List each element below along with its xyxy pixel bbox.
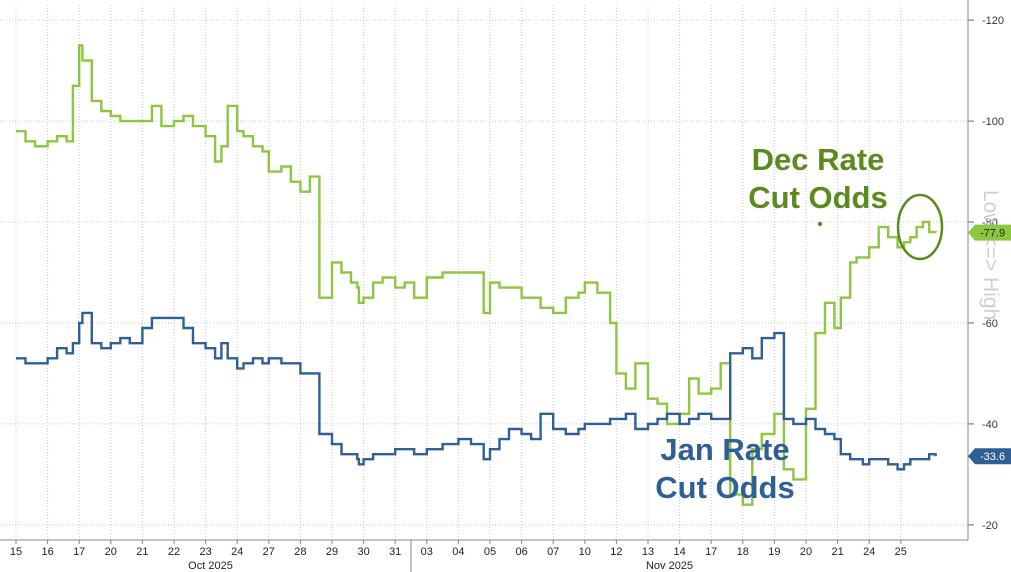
x-tick-label: 20: [800, 546, 812, 558]
x-tick-label: 29: [326, 546, 338, 558]
badge-background: [968, 224, 1011, 241]
y-axis-label: Low <=> High: [979, 190, 1002, 320]
jan-annotation-line: Cut Odds: [655, 470, 795, 505]
x-month-label: Nov 2025: [646, 560, 693, 572]
x-tick-label: 24: [231, 546, 243, 558]
x-tick-label: 27: [263, 546, 275, 558]
x-tick-label: 30: [357, 546, 369, 558]
x-tick-label: 24: [863, 546, 875, 558]
x-tick-label: 31: [389, 546, 401, 558]
x-tick-label: 06: [515, 546, 527, 558]
badge-label: -33.6: [980, 451, 1005, 463]
x-tick-label: 17: [73, 546, 85, 558]
y-tick-label: -40: [982, 419, 998, 431]
badge-background: [968, 448, 1011, 465]
x-tick-label: 04: [452, 546, 464, 558]
x-tick-label: 19: [768, 546, 780, 558]
x-tick-label: 05: [484, 546, 496, 558]
x-tick-label: 15: [10, 546, 22, 558]
x-tick-label: 18: [737, 546, 749, 558]
x-tick-label: 21: [831, 546, 843, 558]
x-tick-label: 03: [421, 546, 433, 558]
dec-series-line: [16, 44, 937, 506]
y-tick-label: -20: [982, 520, 998, 532]
x-tick-label: 07: [547, 546, 559, 558]
x-tick-label: 14: [673, 546, 685, 558]
dec-annotation-line: Dec Rate: [752, 142, 885, 177]
x-tick-label: 13: [642, 546, 654, 558]
y-tick-label: -100: [982, 116, 1004, 128]
x-tick-label: 12: [610, 546, 622, 558]
jan-series-line: [16, 311, 937, 471]
y-tick-label: -60: [982, 318, 998, 330]
x-tick-label: 23: [199, 546, 211, 558]
highlight-ellipse: [896, 193, 944, 261]
jan-last-value-badge: -33.6: [968, 448, 1011, 465]
badge-label: -77.9: [980, 228, 1005, 240]
x-tick-label: 28: [294, 546, 306, 558]
dec-last-value-badge: -77.9: [968, 224, 1011, 241]
annotation-dot: [817, 221, 823, 227]
x-month-label: Oct 2025: [188, 560, 233, 572]
x-tick-label: 16: [41, 546, 53, 558]
dec-annotation-line: Cut Odds: [748, 180, 888, 215]
x-tick-label: 25: [895, 546, 907, 558]
grid-lines: [0, 5, 968, 540]
series-layer: -77.9 -33.6: [16, 44, 1011, 506]
x-tick-label: 17: [705, 546, 717, 558]
x-tick-label: 22: [168, 546, 180, 558]
jan-annotation-line: Jan Rate: [660, 432, 789, 467]
x-tick-label: 10: [579, 546, 591, 558]
x-tick-label: 21: [136, 546, 148, 558]
y-tick-label: -120: [982, 15, 1004, 27]
x-tick-label: 20: [105, 546, 117, 558]
